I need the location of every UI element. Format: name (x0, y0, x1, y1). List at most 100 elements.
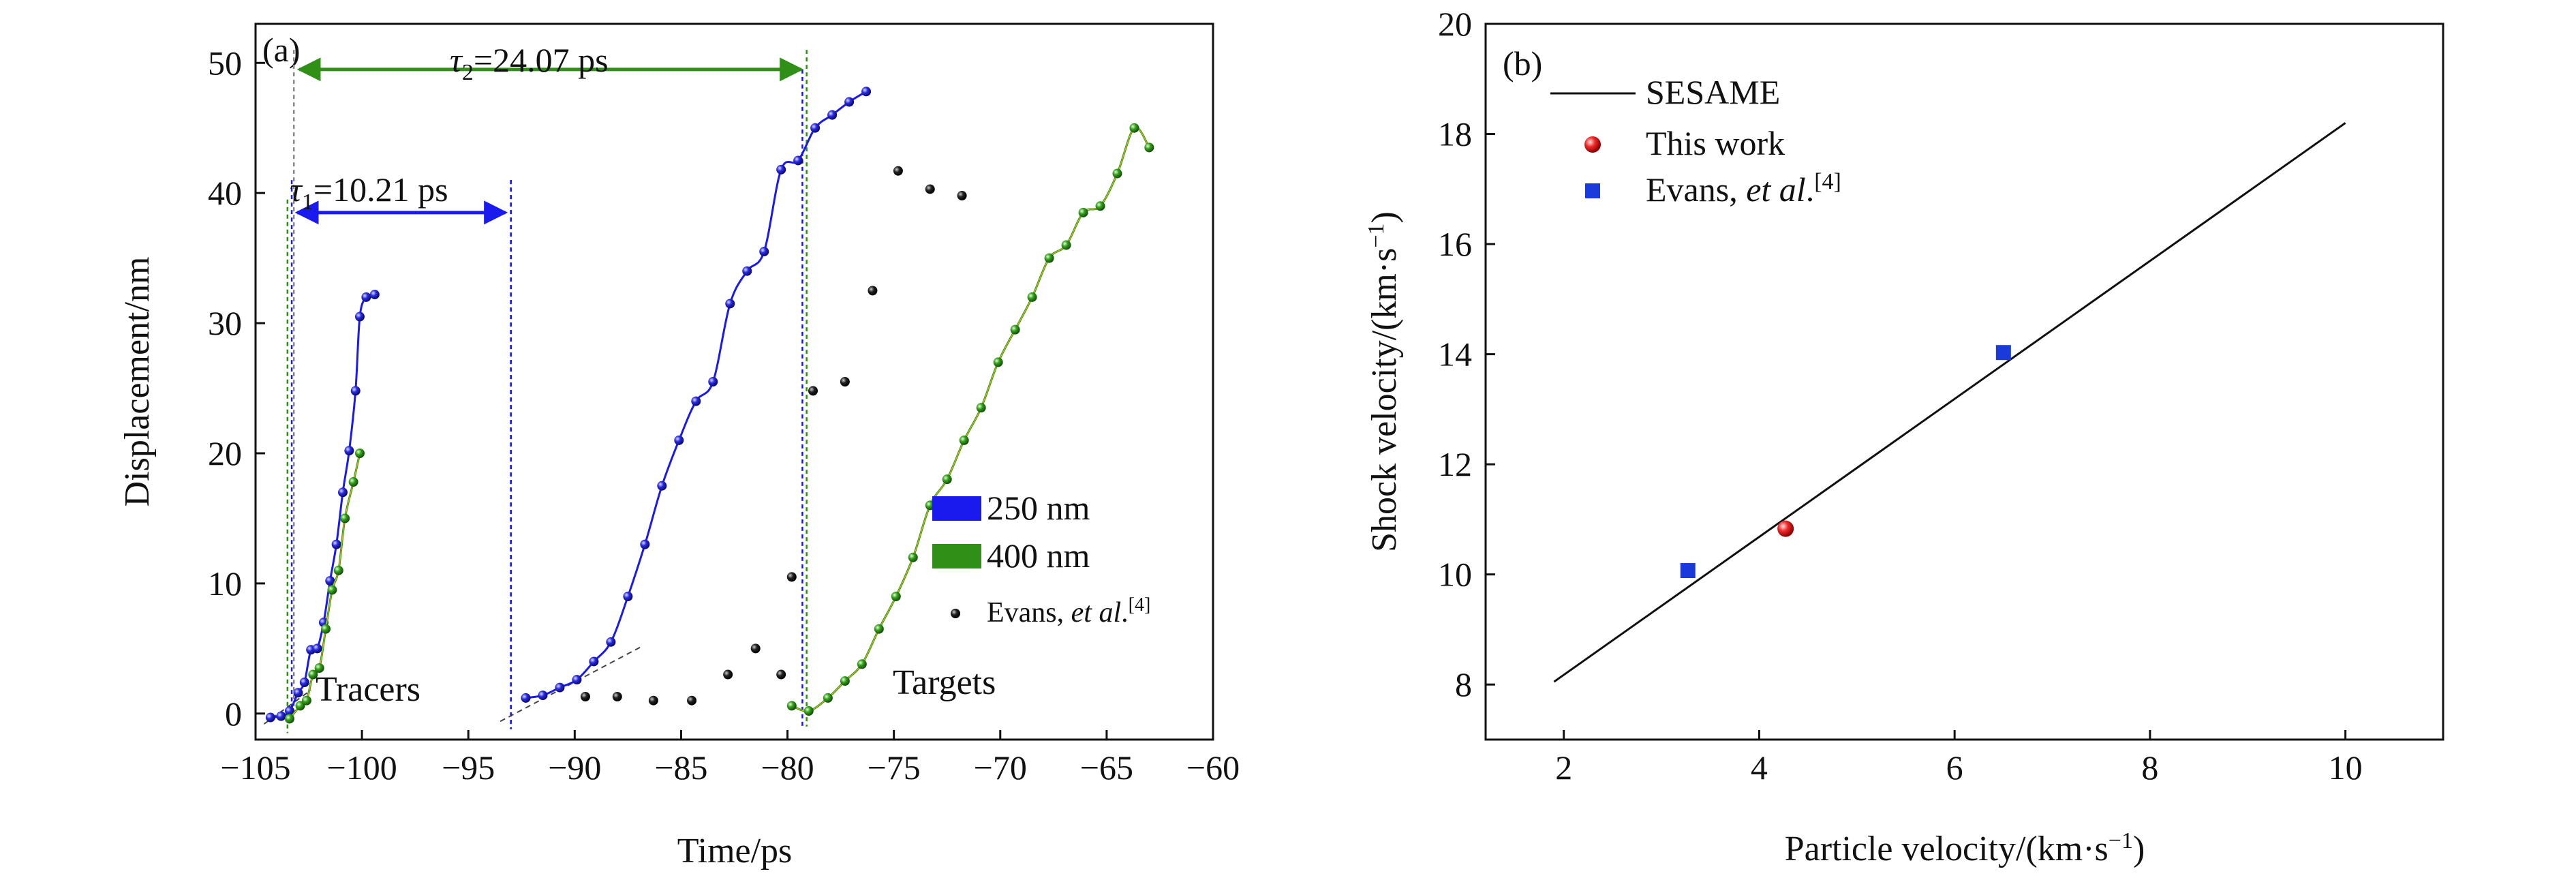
data-point (325, 576, 335, 586)
data-point (1078, 207, 1088, 217)
data-point (1680, 563, 1696, 579)
data-point (925, 184, 935, 194)
panel-a-annotations: τ2=24.07 ps τ1=10.21 ps (263, 41, 808, 733)
series-4 (580, 166, 967, 705)
y-tick-label: 18 (1438, 115, 1472, 153)
data-point (840, 676, 850, 686)
fit-curve-highlight (791, 127, 1150, 712)
data-point (786, 701, 797, 711)
panel-b-x-ticks: 2 4 6 8 10 (1555, 730, 2363, 787)
x-tick-label: −65 (1080, 748, 1133, 787)
legend-item: Evans, et al.[4] (1585, 169, 1841, 209)
panel-a: (a) −105 −100 −95 −90 −85 −80 −75 −70 −65 −60 0 10… (118, 22, 1240, 870)
data-point (354, 312, 365, 322)
x-tick-label: 10 (2329, 748, 2363, 787)
data-point (1144, 142, 1154, 153)
data-point (1777, 520, 1794, 537)
data-point (606, 637, 616, 647)
x-tick-label: −60 (1186, 748, 1240, 787)
data-point (742, 266, 752, 276)
x-tick-label: 2 (1555, 748, 1572, 787)
x-tick-label: −90 (548, 748, 601, 787)
data-point (327, 585, 337, 595)
y-tick-label: 8 (1455, 665, 1472, 703)
legend-label: 250 nm (987, 489, 1090, 527)
panel-b-x-axis-label: Particle velocity/(km·s−1) (1785, 828, 2145, 868)
panel-a-label: (a) (262, 31, 301, 69)
data-point (1995, 345, 2011, 361)
data-point (308, 669, 318, 680)
data-point (750, 643, 761, 654)
data-point (708, 377, 718, 386)
data-point (1044, 253, 1054, 263)
data-point (827, 110, 838, 120)
x-tick-label: 8 (2141, 748, 2158, 787)
y-tick-label: 16 (1438, 225, 1472, 263)
targets-label: Targets (893, 663, 996, 702)
legend-swatch (932, 544, 981, 568)
legend-swatch (1584, 136, 1601, 153)
data-point (648, 695, 658, 705)
panel-b: (b) 2 4 6 8 10 8 10 12 14 16 18 20 Particle veloci… (1364, 5, 2444, 868)
x-tick-label: −100 (327, 748, 397, 787)
data-point (333, 565, 343, 575)
data-point (725, 299, 735, 309)
data-point (976, 403, 986, 413)
data-point (623, 592, 633, 601)
data-point (808, 386, 818, 396)
tau2-label: τ2=24.07 ps (450, 41, 609, 85)
series-2 (521, 87, 872, 703)
data-point (959, 435, 969, 445)
x-tick-label: −85 (654, 748, 707, 787)
legend-item: 250 nm (932, 489, 1090, 527)
data-point (691, 396, 701, 406)
tracers-label: Tracers (316, 670, 420, 709)
data-point (350, 386, 361, 396)
data-point (1027, 292, 1037, 302)
legend-label: Evans, et al.[4] (987, 594, 1150, 628)
sesame-line (1553, 122, 2346, 683)
legend-swatch (1585, 183, 1600, 198)
data-point (776, 669, 786, 680)
legend-label: SESAME (1646, 73, 1780, 111)
legend-label: Evans, et al.[4] (1646, 169, 1841, 209)
y-tick-label: 30 (208, 304, 242, 342)
y-tick-label: 10 (1438, 556, 1472, 594)
data-point (868, 286, 878, 296)
x-tick-label: −70 (974, 748, 1027, 787)
data-point (942, 474, 952, 485)
data-point (687, 695, 697, 705)
data-point (338, 487, 348, 498)
data-point (580, 692, 590, 701)
data-point (759, 247, 769, 257)
panel-a-y-ticks: 0 10 20 30 40 50 (208, 44, 265, 733)
panel-a-plot-frame (254, 22, 1214, 741)
data-point (893, 166, 903, 176)
panel-a-x-ticks: −105 −100 −95 −90 −85 −80 −75 −70 −65 −60 (220, 730, 1240, 787)
x-tick-label: −105 (220, 748, 290, 787)
data-point (776, 164, 786, 175)
y-tick-label: 40 (208, 174, 242, 212)
panel-a-legend: 250 nm 400 nm Evans, et al.[4] (932, 489, 1150, 628)
panel-b-y-axis-label: Shock velocity/(km·s−1) (1364, 211, 1404, 552)
data-point (572, 675, 582, 685)
data-point (908, 552, 918, 562)
data-point (861, 87, 872, 97)
y-tick-label: 20 (208, 434, 242, 472)
data-point (555, 682, 565, 693)
data-point (299, 678, 309, 687)
data-point (840, 377, 850, 386)
legend-swatch (932, 496, 981, 521)
fit-curve (270, 293, 375, 718)
panel-b-series (1553, 122, 2346, 683)
data-point (344, 446, 354, 456)
data-point (891, 592, 901, 601)
legend-item: This work (1584, 124, 1785, 162)
panel-a-series (265, 87, 1154, 724)
y-tick-label: 20 (1438, 5, 1472, 43)
series-0 (1553, 122, 2346, 683)
data-point (276, 711, 286, 721)
tau1-label: τ1=10.21 ps (290, 170, 448, 215)
y-tick-label: 14 (1438, 335, 1472, 374)
